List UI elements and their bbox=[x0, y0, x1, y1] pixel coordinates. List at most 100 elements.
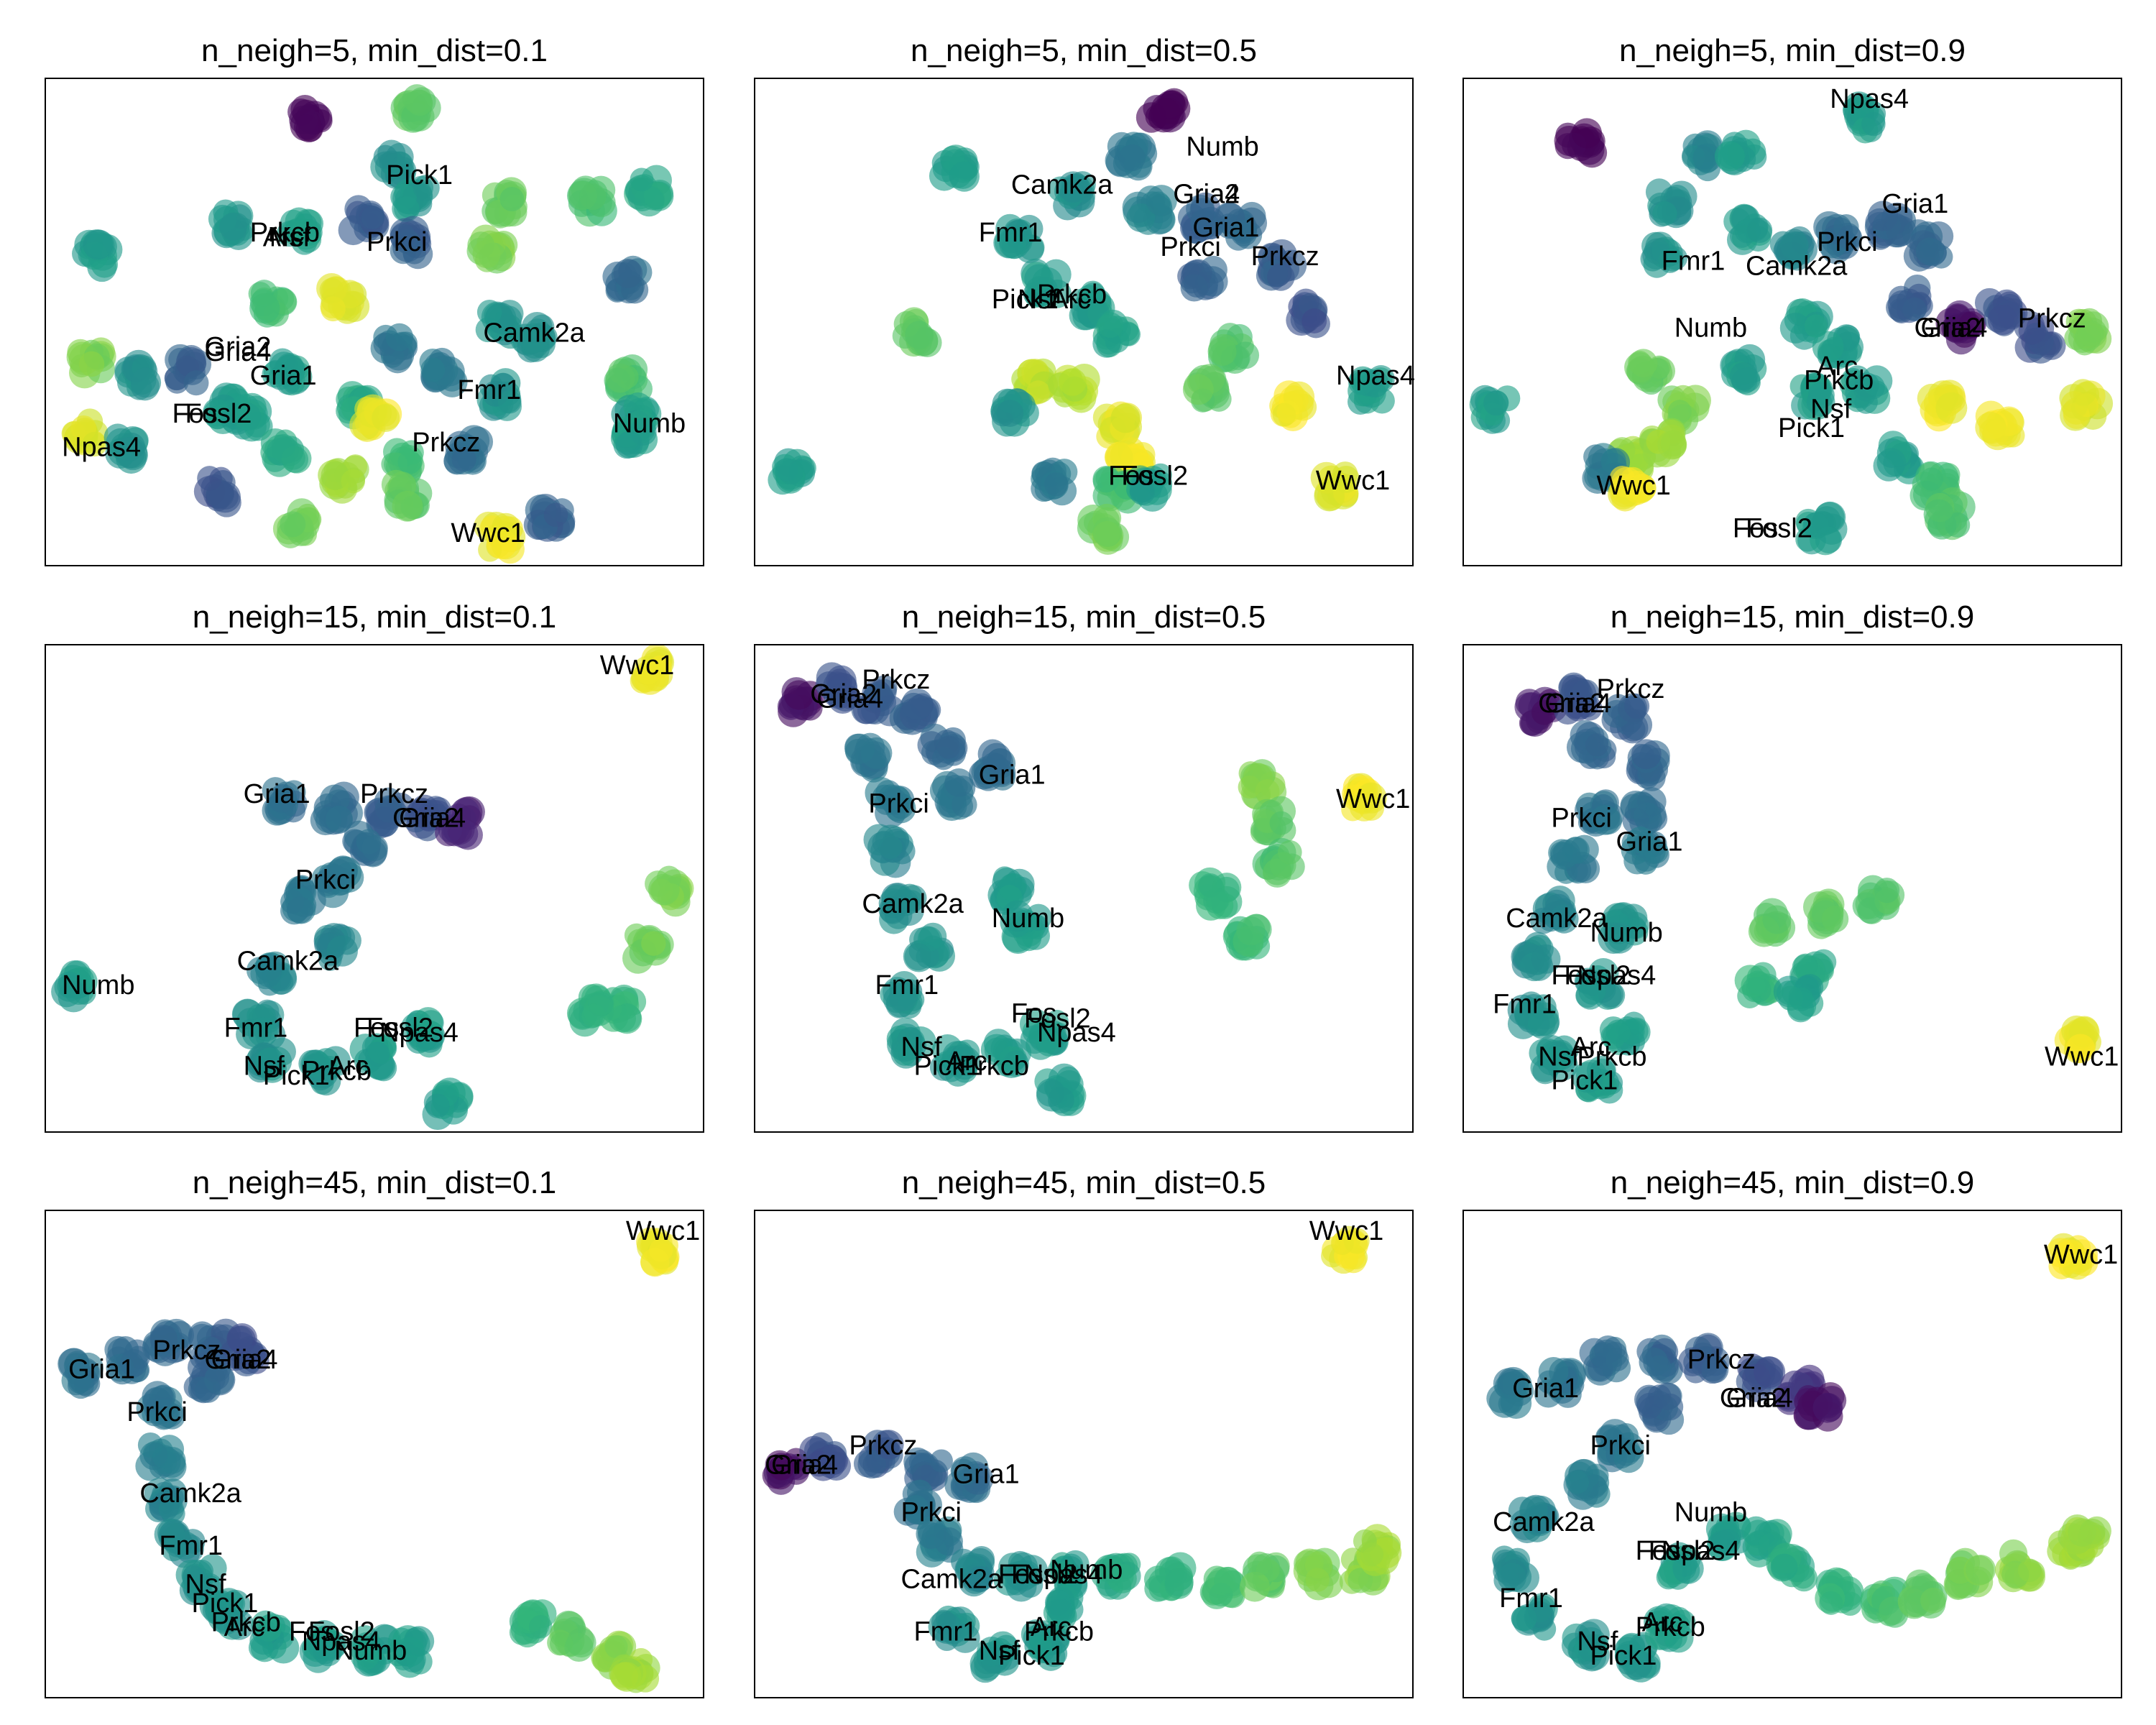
gene-label: Pick1 bbox=[386, 160, 453, 190]
data-point bbox=[852, 696, 881, 724]
panel-title: n_neigh=45, min_dist=0.5 bbox=[901, 1165, 1266, 1200]
data-point bbox=[57, 980, 90, 1013]
data-point bbox=[1048, 1598, 1073, 1624]
data-point bbox=[120, 1349, 148, 1377]
data-point bbox=[175, 347, 206, 378]
gene-label: Fmr1 bbox=[224, 1013, 288, 1044]
data-point bbox=[950, 1456, 980, 1486]
data-point bbox=[226, 1325, 254, 1353]
panel-title: n_neigh=15, min_dist=0.9 bbox=[1610, 599, 1975, 635]
data-point bbox=[350, 1641, 379, 1670]
gene-label: Npas4 bbox=[62, 433, 141, 463]
data-point bbox=[152, 1445, 177, 1469]
gene-label: Pick1 bbox=[992, 285, 1059, 315]
data-point bbox=[981, 1647, 1008, 1674]
gene-label: Fos bbox=[354, 1013, 399, 1044]
scatter-panel: Numb Camk2a Gria2 Gria4 Gria1 Fmr1 Prkci Prkcz P… bbox=[754, 78, 1415, 566]
data-point bbox=[528, 1615, 553, 1639]
data-point bbox=[1565, 1470, 1590, 1494]
gene-label: Npas4 bbox=[1662, 1536, 1741, 1566]
data-point bbox=[1590, 804, 1621, 835]
data-point bbox=[313, 1640, 337, 1665]
data-point bbox=[1028, 1635, 1052, 1660]
data-point bbox=[2077, 320, 2104, 347]
gene-label: Arc bbox=[224, 1612, 265, 1642]
data-point bbox=[609, 1662, 638, 1690]
data-point bbox=[996, 400, 1024, 427]
gene-label: Gria2 bbox=[1173, 180, 1240, 210]
gene-label: Fosl2 bbox=[1011, 1560, 1078, 1590]
data-point bbox=[581, 1003, 606, 1028]
data-point bbox=[158, 1496, 185, 1522]
gene-label: Fos bbox=[998, 1560, 1044, 1590]
data-point bbox=[984, 1037, 1010, 1063]
gene-label: Npas4 bbox=[1830, 84, 1909, 114]
data-point bbox=[1821, 905, 1849, 933]
gene-label: Prkci bbox=[901, 1498, 962, 1528]
data-point bbox=[608, 1005, 636, 1033]
data-point bbox=[967, 1566, 993, 1592]
data-point bbox=[1861, 365, 1893, 397]
gene-label: Gria2 bbox=[1914, 313, 1981, 344]
data-point bbox=[1230, 220, 1258, 247]
gene-label: Gria4 bbox=[211, 1345, 278, 1375]
gene-label: Arc bbox=[263, 222, 304, 252]
gene-label: Nsf bbox=[185, 1569, 226, 1599]
gene-label: Camk2a bbox=[1493, 1507, 1595, 1537]
data-point bbox=[934, 1627, 959, 1652]
panel-title: n_neigh=5, min_dist=0.5 bbox=[911, 33, 1257, 68]
data-point bbox=[2065, 1034, 2096, 1064]
data-point bbox=[268, 783, 298, 813]
gene-label: Prkci bbox=[868, 788, 929, 819]
gene-label: Gria4 bbox=[1544, 689, 1611, 719]
data-point bbox=[255, 1614, 282, 1642]
data-point bbox=[116, 437, 142, 462]
data-point bbox=[390, 224, 416, 250]
data-point bbox=[280, 511, 306, 538]
data-point bbox=[1714, 1529, 1741, 1556]
data-point bbox=[649, 878, 673, 903]
data-point bbox=[1483, 390, 1509, 416]
data-point bbox=[219, 212, 247, 241]
gene-label: Prkci bbox=[1817, 227, 1877, 257]
gene-label: Gria1 bbox=[953, 1460, 1020, 1490]
data-point bbox=[1613, 1443, 1644, 1473]
gene-label: Camk2a bbox=[1506, 903, 1608, 934]
gene-label: Camk2a bbox=[483, 318, 585, 348]
scatter-panel: Npas4 Gria1 Prkci Fmr1 Camk2a Prkcz Numb Gria2 G… bbox=[1462, 78, 2122, 566]
data-point bbox=[2045, 1238, 2076, 1268]
gene-label: Gria2 bbox=[1538, 689, 1605, 719]
gene-label: Nsf bbox=[901, 1032, 942, 1062]
scatter-panel: Wwc1 Prkcz Gria2 Gria4 Gria1 Prkci Camk2a Fos Fo… bbox=[754, 1210, 1414, 1698]
data-point bbox=[649, 1238, 673, 1262]
data-point bbox=[878, 835, 903, 860]
gene-label: Npas4 bbox=[1336, 361, 1415, 391]
gene-label: Wwc1 bbox=[2044, 1240, 2118, 1270]
data-point bbox=[182, 1565, 206, 1589]
data-point bbox=[1620, 794, 1646, 819]
gene-label: Nsf bbox=[1538, 1041, 1579, 1072]
gene-label: Gria4 bbox=[1173, 180, 1240, 210]
data-point bbox=[369, 806, 400, 837]
gene-label: Numb bbox=[334, 1636, 407, 1666]
gene-label: Nsf bbox=[1018, 285, 1059, 315]
gene-label: Nsf bbox=[979, 1636, 1020, 1666]
data-point bbox=[1652, 201, 1677, 226]
data-point bbox=[543, 502, 568, 528]
data-point bbox=[1874, 878, 1900, 903]
data-point bbox=[1126, 203, 1156, 232]
data-point bbox=[2017, 1558, 2042, 1583]
gene-label: Camk2a bbox=[237, 947, 339, 977]
data-point bbox=[1692, 143, 1722, 172]
gene-label: Arc bbox=[1817, 351, 1858, 382]
data-point bbox=[1683, 1351, 1707, 1374]
data-point bbox=[1915, 237, 1945, 266]
data-point bbox=[372, 403, 400, 433]
data-point bbox=[1207, 337, 1237, 367]
gene-label: Wwc1 bbox=[626, 1216, 700, 1246]
data-point bbox=[1092, 466, 1120, 493]
data-point bbox=[817, 1450, 845, 1478]
gene-label: Prkcb bbox=[250, 218, 320, 248]
gene-label: Prkci bbox=[126, 1397, 187, 1427]
